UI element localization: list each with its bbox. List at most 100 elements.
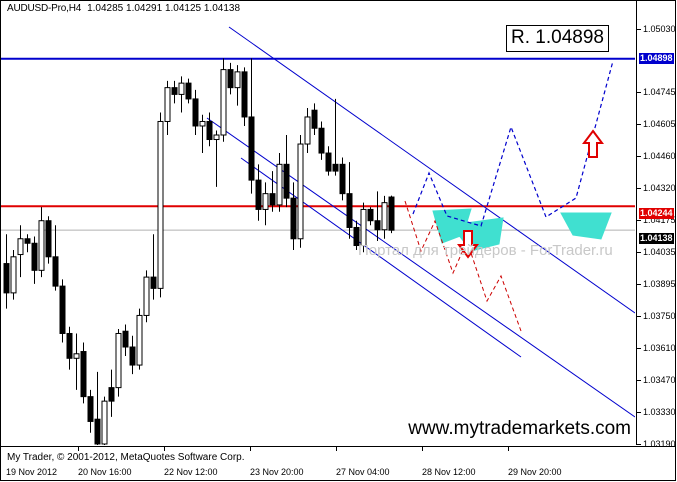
arrow-down[interactable] — [457, 230, 479, 259]
candle-body-down — [227, 69, 234, 89]
candle[interactable] — [325, 146, 332, 176]
candle[interactable] — [45, 216, 52, 264]
candle-body-down — [325, 152, 332, 172]
candle[interactable] — [220, 58, 227, 142]
price-tick-label: 1.04320 — [643, 183, 676, 193]
forecast-paths — [404, 60, 614, 332]
candle[interactable] — [66, 326, 73, 370]
candle[interactable] — [311, 103, 318, 136]
candle-body-down — [66, 332, 73, 359]
price-marker-blue[interactable]: 1.04898 — [639, 53, 674, 64]
candle[interactable] — [360, 202, 367, 253]
price-tick: 1.03190 — [637, 440, 676, 449]
price-tick-label: 1.04035 — [643, 247, 676, 257]
candle[interactable] — [31, 236, 38, 284]
candle[interactable] — [353, 220, 360, 251]
candle[interactable] — [164, 80, 171, 136]
symbol-name: AUDUSD-Pro,H4 — [7, 3, 82, 14]
time-tick-label: 19 Nov 2012 — [6, 467, 58, 477]
candle[interactable] — [276, 153, 283, 212]
chart-svg — [1, 26, 635, 445]
price-tick: 1.03895 — [637, 280, 676, 289]
candle[interactable] — [304, 107, 311, 154]
direction-arrows — [457, 129, 604, 259]
candle-body-down — [108, 387, 115, 402]
candle[interactable] — [318, 121, 325, 160]
candle-body-up — [143, 276, 150, 316]
candle-body-up — [17, 238, 24, 256]
candle[interactable] — [283, 135, 290, 208]
candle-body-up — [262, 193, 269, 210]
candle[interactable] — [171, 80, 178, 104]
candle[interactable] — [241, 67, 248, 126]
candle[interactable] — [101, 396, 108, 445]
time-tick-label: 29 Nov 20:00 — [508, 467, 562, 477]
candle[interactable] — [388, 195, 395, 234]
candle[interactable] — [213, 130, 220, 187]
candle[interactable] — [297, 135, 304, 248]
candle-body-up — [213, 134, 220, 141]
candle-body-down — [185, 82, 192, 100]
candle[interactable] — [59, 279, 66, 343]
price-tick-label: 1.03610 — [643, 343, 676, 353]
candle[interactable] — [150, 234, 157, 300]
candle[interactable] — [24, 234, 31, 253]
candle[interactable] — [10, 250, 17, 300]
price-tick-label: 1.04175 — [643, 215, 676, 225]
candle[interactable] — [346, 162, 353, 239]
time-gridline-mark — [250, 447, 251, 451]
candle[interactable] — [52, 225, 59, 291]
candle[interactable] — [122, 324, 129, 357]
candle[interactable] — [115, 328, 122, 397]
time-axis[interactable]: 19 Nov 2012 20 Nov 16:00 22 Nov 12:00 23 No… — [1, 446, 676, 481]
candle[interactable] — [94, 371, 101, 445]
candle[interactable] — [136, 308, 143, 370]
channel-line-upper[interactable] — [228, 26, 635, 314]
candle-body-up — [360, 208, 367, 247]
time-gridline-mark — [164, 447, 165, 451]
candle[interactable] — [332, 98, 339, 176]
candle-body-down — [241, 71, 248, 118]
candle[interactable] — [206, 112, 213, 147]
candle-body-up — [10, 256, 17, 294]
candle-body-up — [115, 332, 122, 389]
candle-body-down — [367, 208, 374, 222]
candle[interactable] — [248, 58, 255, 194]
price-axis[interactable]: 1.05030 1.04745 1.04605 1.04460 1.04320 1.041… — [636, 1, 676, 449]
candle[interactable] — [192, 89, 199, 136]
candle[interactable] — [129, 335, 136, 375]
price-marker-black[interactable]: 1.04138 — [639, 233, 674, 244]
candle[interactable] — [262, 182, 269, 226]
candle[interactable] — [17, 225, 24, 278]
candle-body-down — [353, 226, 360, 247]
candle-body-down — [339, 163, 346, 195]
candle[interactable] — [381, 195, 388, 239]
candle[interactable] — [87, 389, 94, 433]
resistance-label-box: R. 1.04898 — [506, 25, 609, 52]
candle[interactable] — [3, 234, 10, 309]
time-tick-label: 20 Nov 16:00 — [78, 467, 132, 477]
candle[interactable] — [143, 270, 150, 323]
candle[interactable] — [157, 112, 164, 298]
candle[interactable] — [255, 164, 262, 221]
candle[interactable] — [339, 157, 346, 201]
candle[interactable] — [374, 191, 381, 242]
candle[interactable] — [269, 171, 276, 212]
candle[interactable] — [234, 65, 241, 106]
candle[interactable] — [227, 62, 234, 95]
candle[interactable] — [185, 78, 192, 104]
candle-body-down — [290, 197, 297, 240]
price-marker-red[interactable]: 1.04244 — [639, 208, 674, 219]
candle[interactable] — [80, 342, 87, 404]
candle[interactable] — [290, 182, 297, 251]
candle[interactable] — [199, 114, 206, 154]
candle[interactable] — [73, 333, 80, 390]
candle-body-up — [199, 120, 206, 127]
candle[interactable] — [108, 369, 115, 417]
chart-plot-area[interactable] — [1, 1, 635, 445]
arrow-up[interactable] — [582, 129, 604, 158]
candle[interactable] — [38, 207, 45, 278]
candle[interactable] — [178, 76, 185, 113]
candle[interactable] — [367, 207, 374, 226]
